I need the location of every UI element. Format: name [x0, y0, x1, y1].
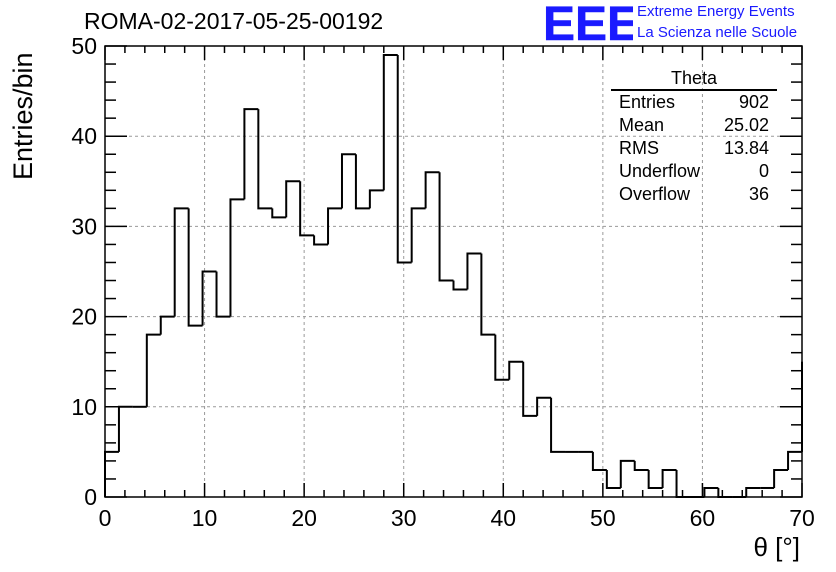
x-tick-label: 50	[590, 505, 616, 531]
histogram-bin	[536, 396, 552, 416]
stat-label: RMS	[619, 138, 659, 158]
histogram-bin	[466, 252, 482, 290]
histogram-bin	[480, 253, 496, 336]
stat-value: 25.02	[723, 115, 769, 135]
stats-box: Theta Entries 902 Mean 25.02 RMS 13.84 U…	[611, 68, 777, 206]
logo-line-2: La Scienza nelle Scuole	[637, 24, 798, 41]
x-tick-label: 60	[690, 505, 716, 531]
histogram-bin	[229, 198, 245, 317]
histogram-bin	[340, 153, 356, 209]
histogram-bin	[717, 487, 733, 498]
histogram-bin	[313, 235, 329, 246]
stat-label: Underflow	[619, 161, 701, 181]
histogram-bin	[550, 397, 566, 453]
stat-value: 13.84	[723, 138, 769, 158]
histogram-bin	[354, 154, 370, 210]
histogram-bin	[117, 405, 133, 452]
tick-labels: 0 10 20 30 40 50 60 70 0 10 20 30 40 50	[71, 33, 814, 531]
histogram-bin	[522, 361, 538, 417]
histogram-bin	[257, 109, 273, 210]
histogram-bin	[145, 333, 161, 407]
x-tick-label: 0	[99, 505, 112, 531]
histogram-bin	[508, 360, 524, 380]
y-tick-label: 30	[71, 213, 97, 239]
histogram-bin	[647, 469, 663, 489]
y-axis-label: Entries/bin	[8, 52, 38, 180]
x-tick-label: 10	[192, 505, 218, 531]
x-tick-label: 30	[391, 505, 417, 531]
stat-value: 36	[748, 184, 769, 204]
histogram-bin	[410, 207, 426, 263]
histogram-bin	[787, 450, 802, 470]
stat-value: 902	[738, 92, 769, 112]
y-tick-label: 40	[71, 123, 97, 149]
histogram-bin	[299, 181, 315, 237]
x-axis-label: θ [°]	[753, 532, 800, 562]
stat-value: 0	[758, 161, 769, 181]
histogram-bin	[327, 207, 342, 245]
histogram-bin	[494, 334, 510, 381]
histogram-bin	[438, 172, 454, 282]
histogram-bin	[675, 469, 691, 498]
stat-row-underflow: Underflow 0	[611, 160, 777, 183]
histogram-bin	[271, 208, 287, 219]
stat-row-overflow: Overflow 36	[611, 183, 777, 206]
histogram-bin	[633, 460, 649, 471]
histogram-bin	[773, 468, 789, 488]
logo-line-1: Extreme Energy Events	[637, 3, 795, 20]
stat-row-entries: Entries 902	[611, 91, 777, 114]
axes	[104, 45, 803, 498]
histogram-bin	[159, 315, 175, 335]
histogram-bin	[173, 207, 189, 317]
histogram-bin	[382, 54, 398, 191]
histogram-bin	[285, 180, 301, 218]
histogram-bin	[745, 486, 761, 497]
x-tick-label: 20	[291, 505, 317, 531]
histogram-bin	[661, 468, 677, 488]
stat-label: Overflow	[619, 184, 691, 204]
histogram-bin	[215, 271, 231, 318]
histogram-bin	[201, 270, 217, 326]
histogram-bin	[424, 171, 440, 209]
histogram-bin	[591, 451, 607, 471]
histogram-bin	[368, 189, 384, 209]
stat-row-mean: Mean 25.02	[611, 114, 777, 137]
stat-row-rms: RMS 13.84	[611, 137, 777, 160]
x-tick-label: 70	[789, 505, 815, 531]
y-tick-label: 50	[71, 33, 97, 59]
plot-frame	[104, 45, 803, 498]
stat-label: Mean	[619, 115, 665, 135]
histogram-bin	[243, 108, 259, 200]
chart-title: ROMA-02-2017-05-25-00192	[84, 8, 384, 34]
histogram-bin	[104, 450, 119, 497]
histogram-bin	[605, 469, 621, 489]
histogram-bin	[452, 280, 468, 291]
eee-logo-mark: EEE	[543, 0, 633, 46]
histogram-bin	[703, 486, 719, 497]
eee-logo: EEE	[543, 0, 633, 46]
y-tick-label: 10	[71, 394, 97, 420]
y-tick-label: 20	[71, 304, 97, 330]
stats-title: Theta	[611, 68, 777, 91]
x-tick-label: 40	[490, 505, 516, 531]
histogram-bars	[104, 54, 803, 498]
histogram-bin	[396, 55, 412, 264]
y-tick-label: 0	[84, 484, 97, 510]
stat-label: Entries	[619, 92, 676, 112]
histogram-bin	[187, 208, 203, 327]
histogram-bin	[619, 459, 635, 488]
